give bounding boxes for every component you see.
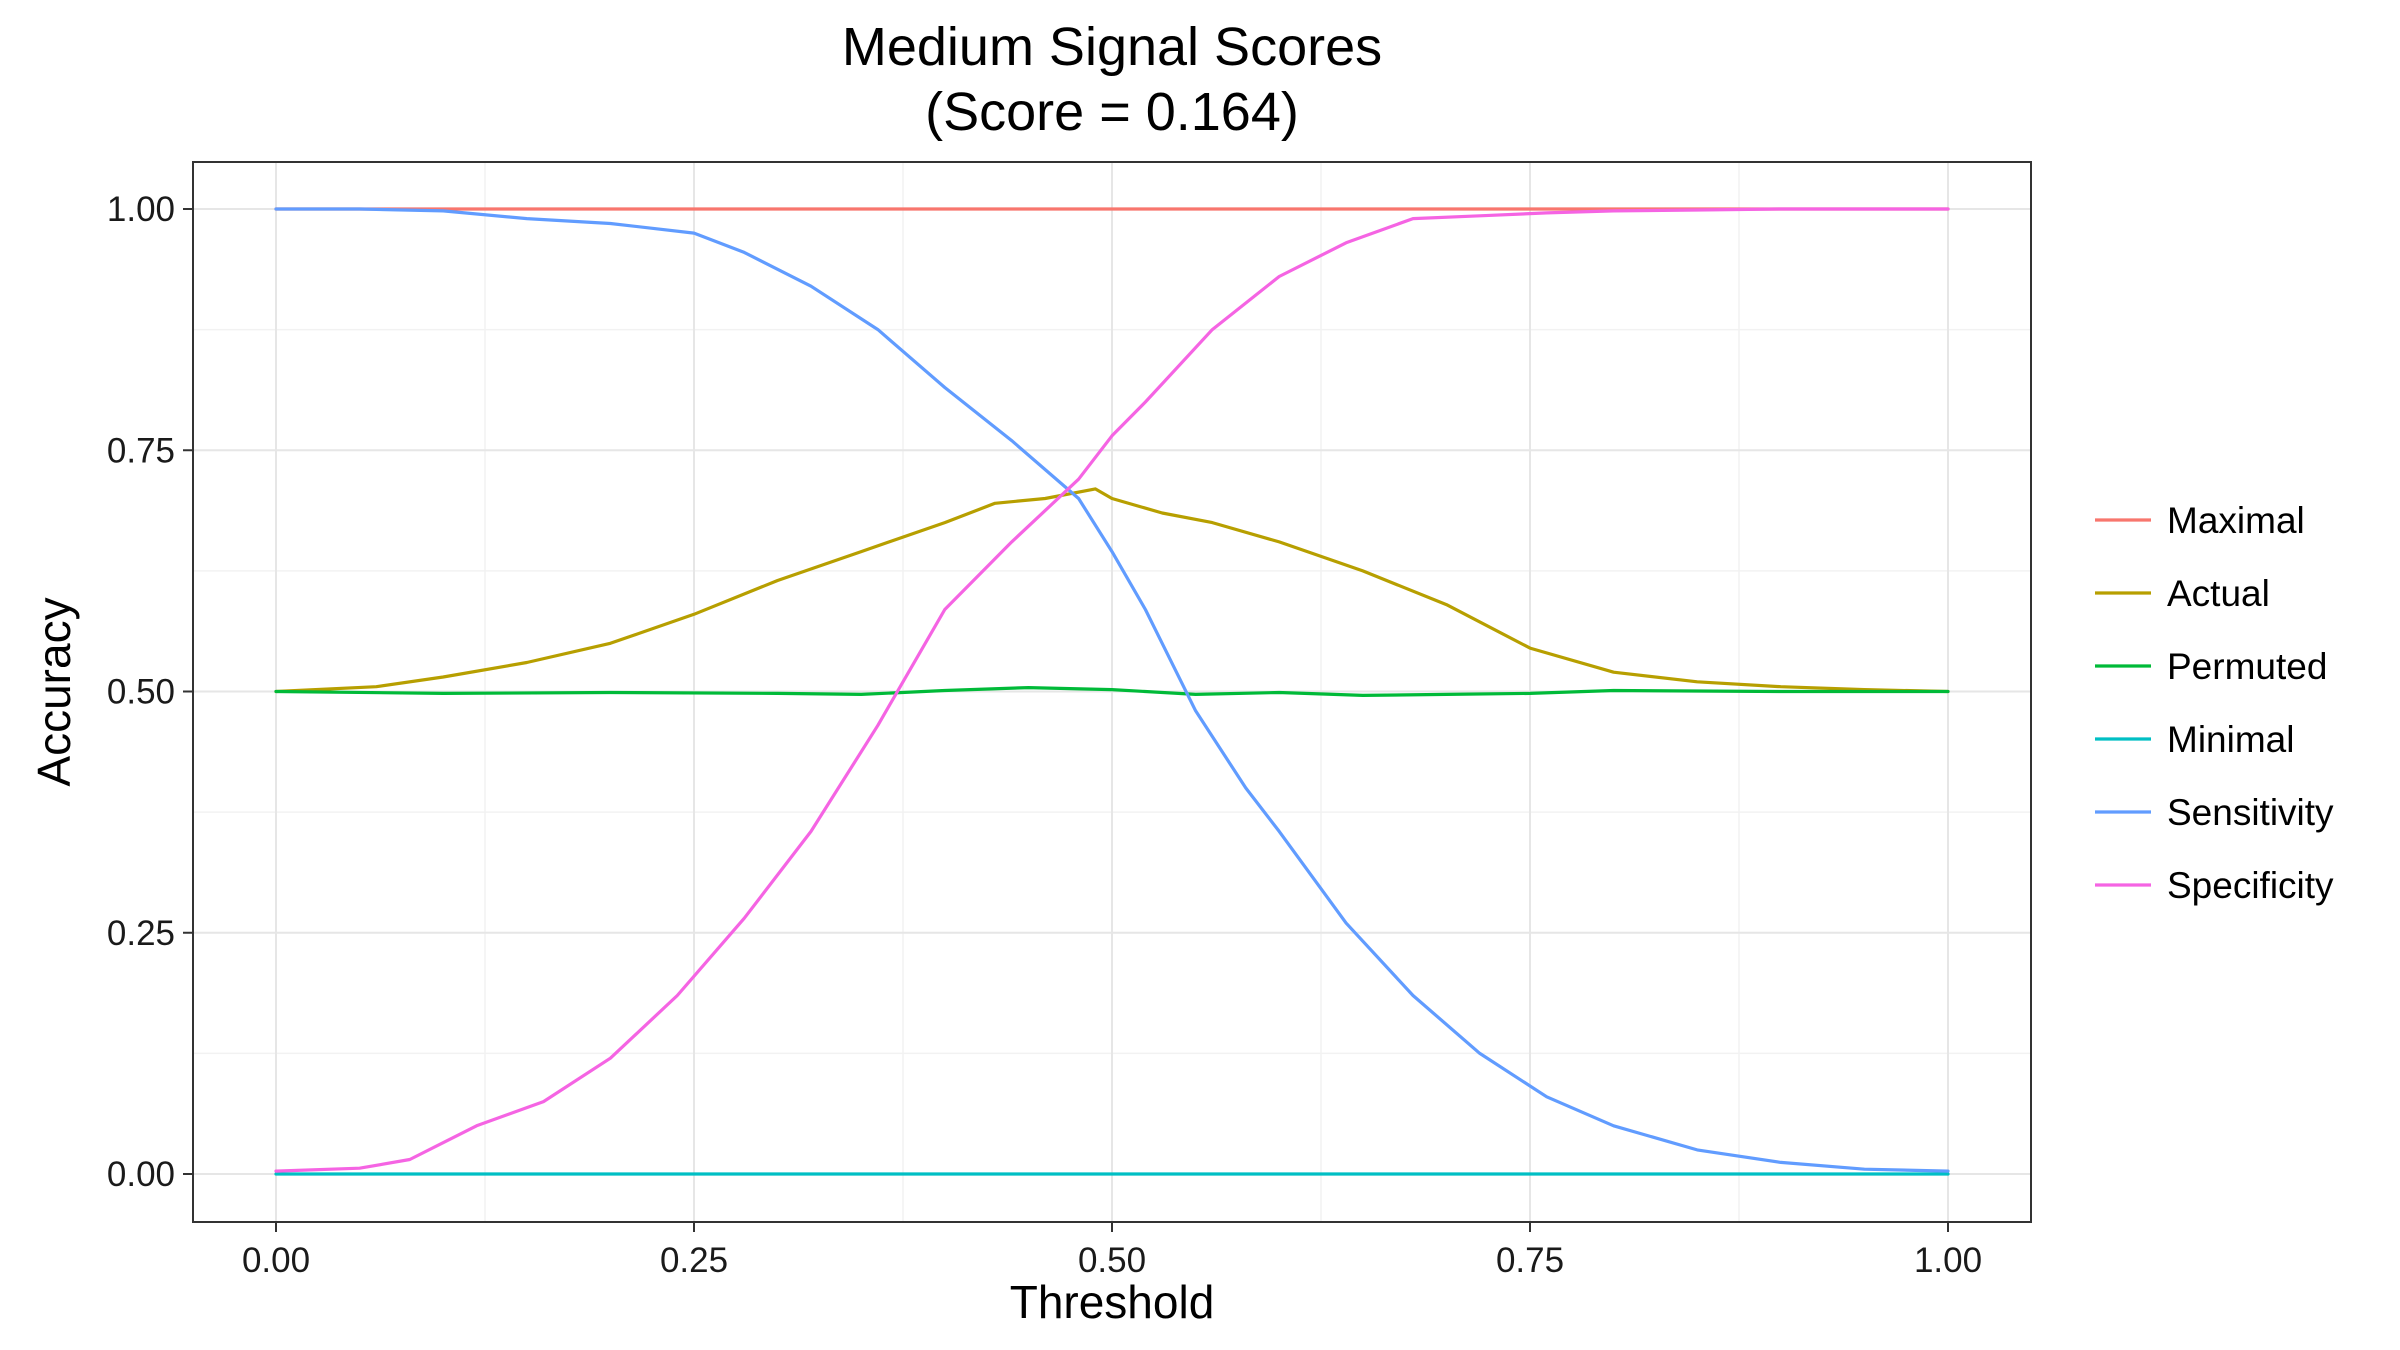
y-tick-label: 0.75	[107, 431, 175, 470]
legend-label: Specificity	[2167, 865, 2334, 906]
chart-title-line-2: (Score = 0.164)	[925, 82, 1299, 142]
chart-title-line-1: Medium Signal Scores	[842, 17, 1382, 77]
x-tick-label: 0.00	[242, 1241, 310, 1280]
y-tick-label: 1.00	[107, 190, 175, 229]
series-line-actual	[274, 487, 1950, 694]
legend: Maximal Actual Permuted Minimal Sensitivity S…	[2095, 500, 2334, 906]
x-tick-label: 0.50	[1078, 1241, 1146, 1280]
x-tick-label: 0.25	[660, 1241, 728, 1280]
series-line-specificity	[274, 207, 1950, 1173]
y-tick-label: 0.50	[107, 673, 175, 712]
series-lines	[274, 207, 1950, 1176]
legend-label: Maximal	[2167, 500, 2305, 541]
x-axis-title: Threshold	[1010, 1276, 1215, 1328]
y-axis: 0.00 0.25 0.50 0.75 1.00	[107, 190, 193, 1194]
series-line-sensitivity	[274, 207, 1950, 1173]
y-tick-label: 0.25	[107, 914, 175, 953]
legend-item-minimal: Minimal	[2095, 719, 2294, 760]
legend-item-sensitivity: Sensitivity	[2095, 792, 2334, 833]
legend-item-specificity: Specificity	[2095, 865, 2334, 906]
legend-label: Actual	[2167, 573, 2270, 614]
legend-item-permuted: Permuted	[2095, 646, 2327, 687]
legend-label: Minimal	[2167, 719, 2294, 760]
legend-label: Sensitivity	[2167, 792, 2334, 833]
y-tick-label: 0.00	[107, 1155, 175, 1194]
x-tick-label: 0.75	[1496, 1241, 1564, 1280]
legend-item-actual: Actual	[2095, 573, 2270, 614]
legend-label: Permuted	[2167, 646, 2327, 687]
plot-area: 0.00 0.25 0.50 0.75 1.00 0.00 0.25 0.50 0.75 1.0…	[107, 161, 2032, 1280]
legend-item-maximal: Maximal	[2095, 500, 2305, 541]
x-axis: 0.00 0.25 0.50 0.75 1.00	[242, 1222, 1982, 1280]
y-axis-title: Accuracy	[28, 597, 80, 786]
x-tick-label: 1.00	[1914, 1241, 1982, 1280]
series-line-permuted	[274, 685, 1950, 698]
